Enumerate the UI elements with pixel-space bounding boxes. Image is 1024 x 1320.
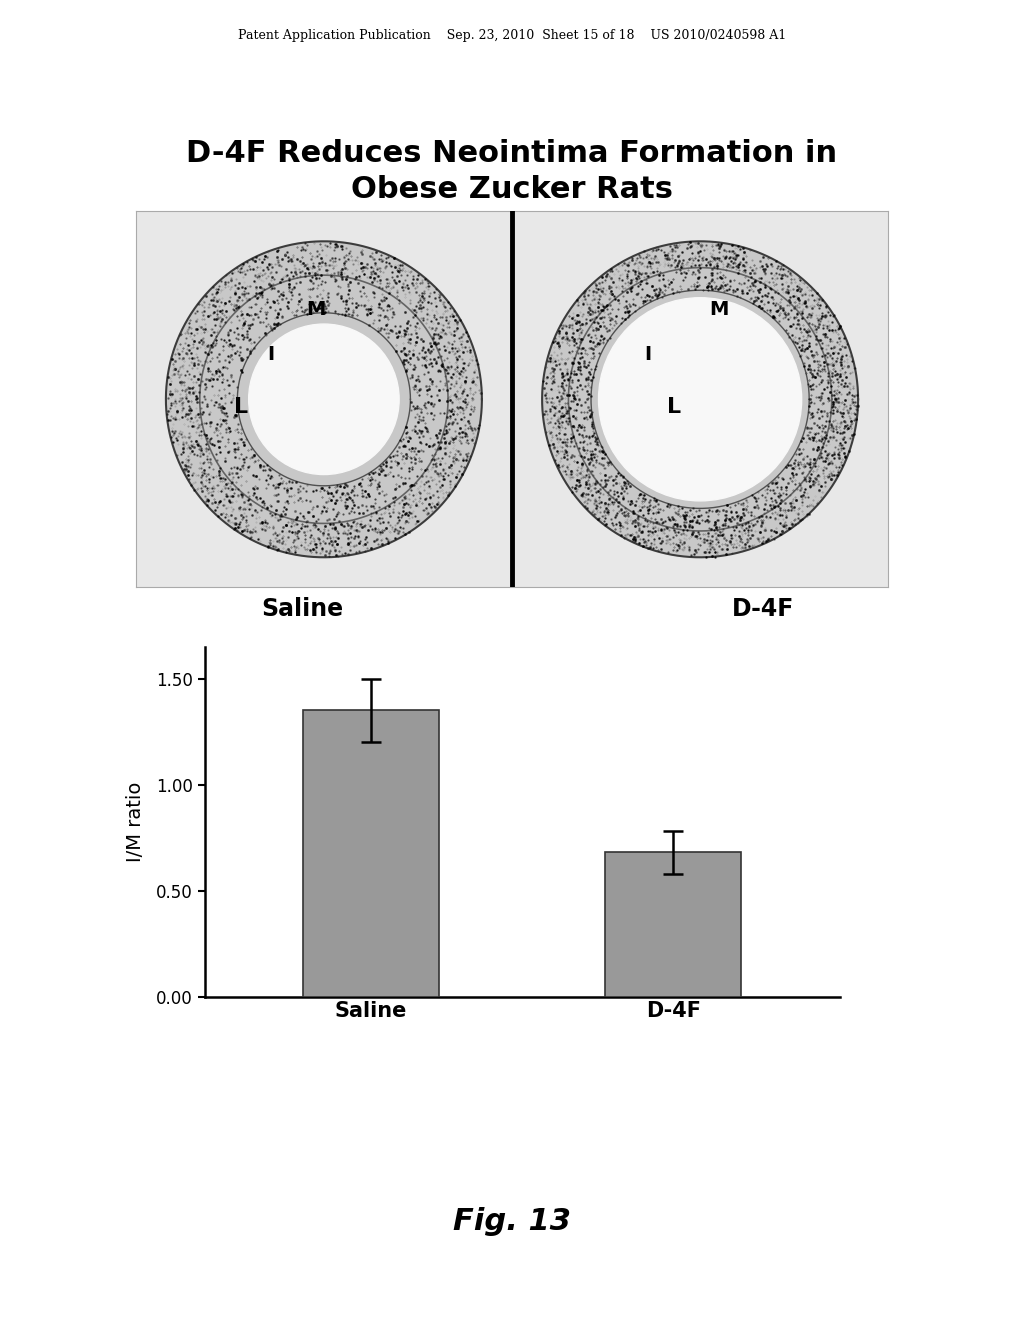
Text: L: L <box>667 397 681 417</box>
Bar <box>605 853 741 997</box>
Text: D-4F: D-4F <box>732 597 794 620</box>
Text: Saline: Saline <box>261 597 343 620</box>
Circle shape <box>542 242 858 557</box>
Bar <box>303 710 439 997</box>
Text: I: I <box>267 345 274 363</box>
Text: M: M <box>307 300 326 318</box>
Y-axis label: I/M ratio: I/M ratio <box>126 781 145 862</box>
Circle shape <box>598 298 802 500</box>
Circle shape <box>166 242 482 557</box>
Text: Fig. 13: Fig. 13 <box>453 1206 571 1236</box>
Text: D-4F Reduces Neointima Formation in
Obese Zucker Rats: D-4F Reduces Neointima Formation in Obes… <box>186 139 838 203</box>
Text: I: I <box>644 345 651 363</box>
Circle shape <box>249 323 399 474</box>
Text: Patent Application Publication    Sep. 23, 2010  Sheet 15 of 18    US 2010/02405: Patent Application Publication Sep. 23, … <box>238 29 786 42</box>
Text: L: L <box>234 397 248 417</box>
Text: M: M <box>710 300 729 318</box>
Bar <box>136 211 512 587</box>
Bar <box>512 211 888 587</box>
